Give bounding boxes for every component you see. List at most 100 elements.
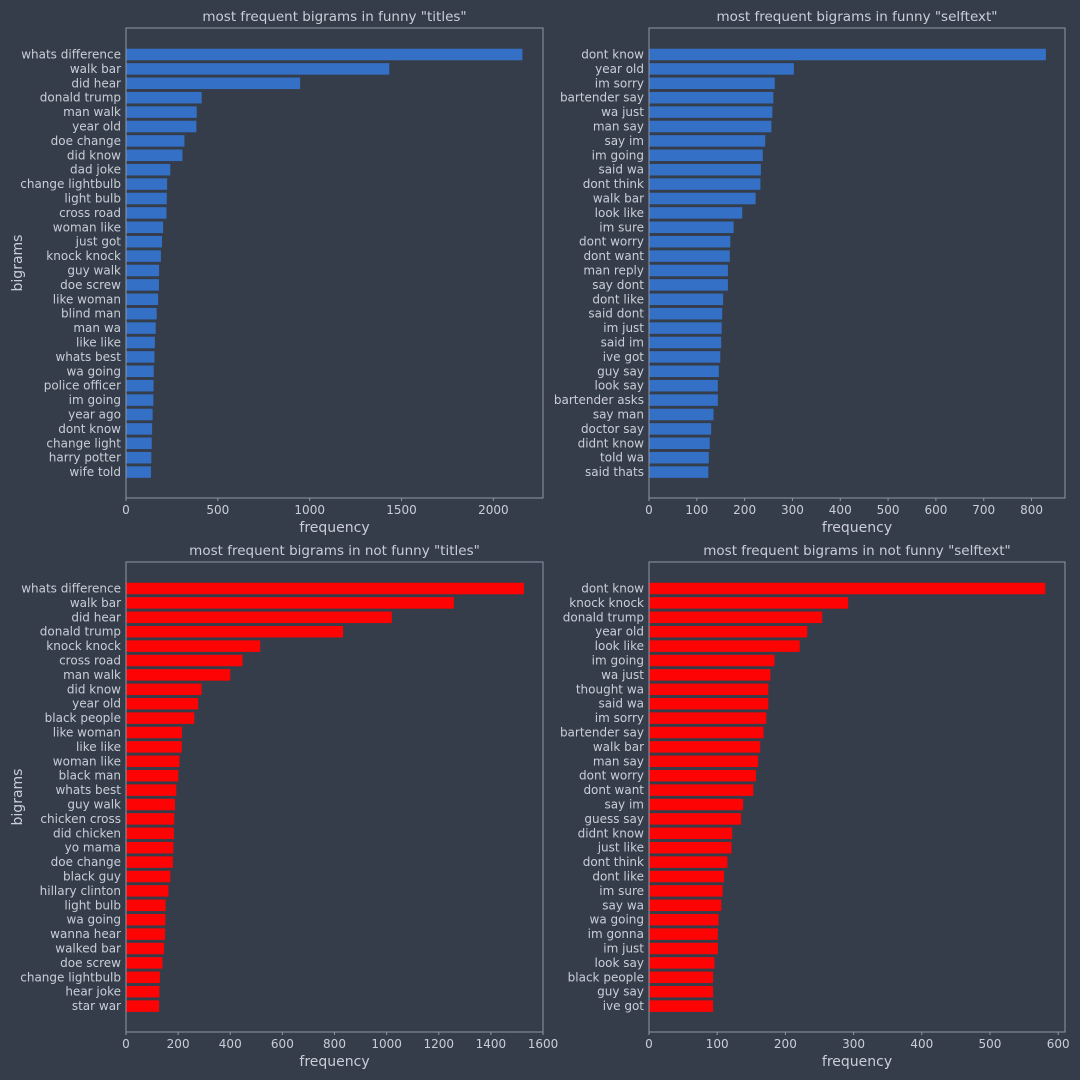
y-tick-label: dont worry <box>579 235 644 249</box>
y-tick-label: say im <box>604 798 644 812</box>
y-tick-label: ive got <box>603 999 645 1013</box>
bar <box>649 957 715 969</box>
x-tick-label: 1000 <box>371 1037 402 1051</box>
y-tick-label: bartender asks <box>554 393 644 407</box>
y-tick-label: doe change <box>51 855 121 869</box>
y-tick-label: man wa <box>73 321 121 335</box>
y-tick-label: man say <box>593 120 644 134</box>
y-tick-label: said im <box>601 336 644 350</box>
bar <box>649 192 756 205</box>
y-tick-label: like woman <box>53 292 121 306</box>
x-tick-label: 600 <box>271 1037 294 1051</box>
bar <box>126 178 168 190</box>
bar <box>126 221 164 234</box>
y-tick-label: change light <box>46 436 121 450</box>
x-tick-label: 300 <box>842 1037 865 1051</box>
bar <box>649 379 718 392</box>
y-tick-label: ive got <box>603 350 645 364</box>
y-tick-label: walk bar <box>70 596 121 610</box>
y-tick-label: told wa <box>600 451 644 465</box>
y-tick-label: knock knock <box>46 249 121 263</box>
bar <box>649 683 769 696</box>
bar <box>649 437 710 450</box>
bar <box>649 928 718 940</box>
bar <box>649 250 730 262</box>
bar <box>649 264 728 277</box>
y-tick-label: said wa <box>598 697 644 711</box>
bar <box>649 322 722 334</box>
bar <box>649 63 794 75</box>
y-tick-label: im just <box>603 942 644 956</box>
bar <box>126 466 151 478</box>
bar <box>649 279 728 291</box>
bar <box>649 135 766 147</box>
y-tick-label: whats best <box>55 783 121 797</box>
y-tick-label: year ago <box>68 408 121 422</box>
x-tick-label: 0 <box>122 503 130 517</box>
bar <box>649 741 761 753</box>
y-tick-label: just like <box>597 841 644 855</box>
x-tick-label: 600 <box>924 503 947 517</box>
bar <box>126 106 197 118</box>
y-tick-label: black guy <box>63 870 121 884</box>
bar <box>126 293 159 306</box>
y-tick-label: did hear <box>71 76 121 90</box>
x-tick-label: 1400 <box>476 1037 507 1051</box>
x-tick-label: 500 <box>979 1037 1002 1051</box>
y-tick-label: bartender say <box>560 91 644 105</box>
bar <box>649 813 742 825</box>
bar <box>126 942 165 955</box>
y-tick-label: black people <box>568 970 644 984</box>
y-tick-label: look like <box>595 639 644 653</box>
bar <box>126 408 153 421</box>
y-tick-label: hillary clinton <box>40 884 121 898</box>
bar <box>649 597 849 609</box>
bar <box>649 207 743 219</box>
y-tick-label: like like <box>76 740 121 754</box>
bar <box>126 885 169 897</box>
x-axis-label: frequency <box>299 520 369 536</box>
bar <box>649 899 722 912</box>
bar <box>649 798 744 811</box>
y-tick-label: cross road <box>59 206 121 220</box>
y-tick-label: woman like <box>53 754 121 768</box>
bar <box>649 712 767 724</box>
bar <box>126 597 454 609</box>
y-tick-label: said dont <box>588 307 644 321</box>
bar <box>126 91 202 104</box>
y-axis-label: bigrams <box>10 235 26 292</box>
y-tick-label: like woman <box>53 726 121 740</box>
bar <box>649 423 712 435</box>
bar <box>649 149 763 162</box>
y-tick-label: im going <box>69 393 121 407</box>
x-tick-label: 1200 <box>423 1037 454 1051</box>
x-tick-label: 0 <box>122 1037 130 1051</box>
y-tick-label: wife told <box>69 465 121 479</box>
bar <box>126 928 166 940</box>
y-tick-label: say man <box>593 408 644 422</box>
y-tick-label: did chicken <box>53 826 121 840</box>
bar <box>126 322 156 334</box>
bar <box>126 625 344 638</box>
bar <box>126 77 301 90</box>
y-tick-label: year old <box>595 62 644 76</box>
y-tick-label: dont think <box>583 855 644 869</box>
x-tick-label: 200 <box>167 1037 190 1051</box>
y-tick-label: thought wa <box>576 682 644 696</box>
bar <box>649 394 718 406</box>
y-tick-label: look like <box>595 206 644 220</box>
y-tick-label: im gonna <box>588 927 644 941</box>
y-tick-label: dont know <box>58 422 121 436</box>
y-tick-label: knock knock <box>46 639 121 653</box>
y-tick-label: guy walk <box>67 798 121 812</box>
bar <box>126 870 171 883</box>
bar <box>126 582 524 595</box>
bar <box>126 985 160 998</box>
y-tick-label: like like <box>76 336 121 350</box>
y-tick-label: whats difference <box>21 582 121 596</box>
bar <box>126 192 167 205</box>
